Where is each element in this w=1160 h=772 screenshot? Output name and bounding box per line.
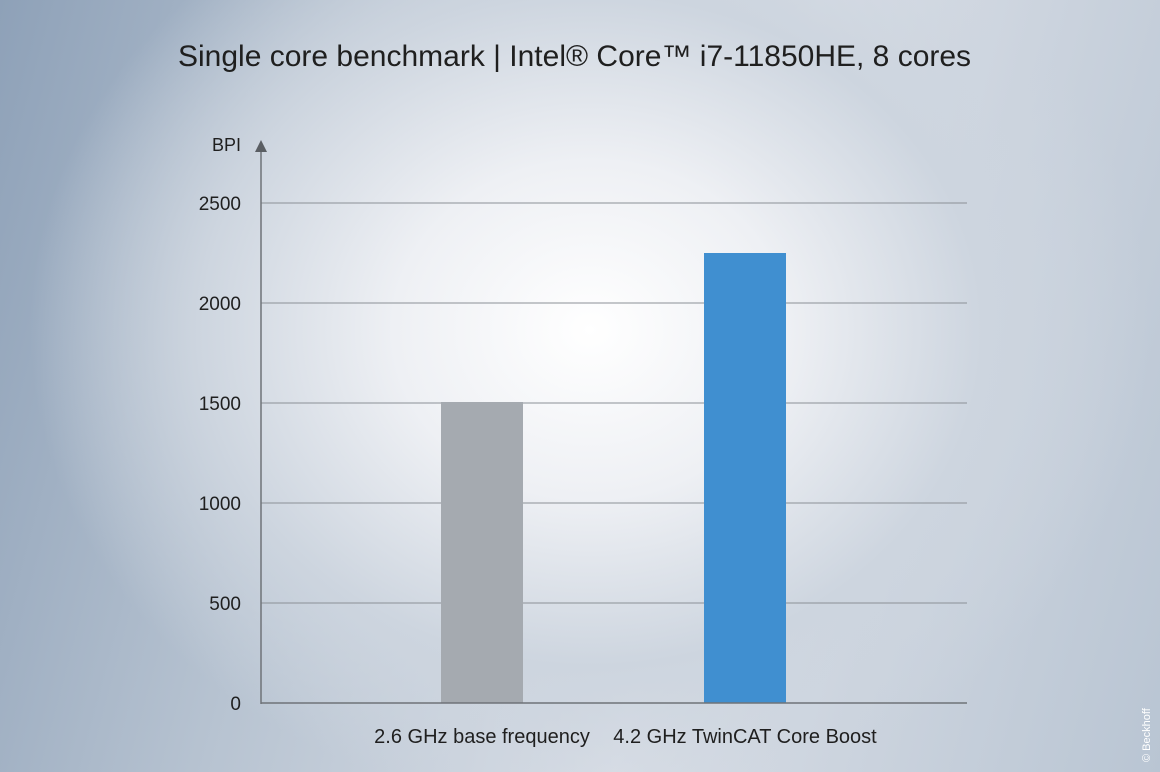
y-tick-label: 500: [209, 594, 241, 615]
y-axis-arrow-icon: [255, 140, 267, 152]
category-labels: 2.6 GHz base frequency 4.2 GHz TwinCAT Co…: [374, 726, 877, 748]
bar: [704, 253, 786, 703]
y-axis-label: BPI: [212, 135, 241, 155]
category-label: 4.2 GHz TwinCAT Core Boost: [613, 726, 877, 748]
y-tick-label: 1500: [199, 394, 241, 415]
y-tick-label: 2500: [199, 194, 241, 215]
y-tick-label: 1000: [199, 494, 241, 515]
y-tick-label: 2000: [199, 294, 241, 315]
gridlines: [261, 202, 967, 604]
y-tick-labels: 0 500 1000 1500 2000 2500: [199, 194, 241, 715]
category-label: 2.6 GHz base frequency: [374, 726, 590, 748]
bar: [441, 402, 523, 703]
copyright-text: © Beckhoff: [1141, 707, 1153, 762]
y-tick-label: 0: [230, 694, 241, 715]
chart-title: Single core benchmark | Intel® Core™ i7-…: [178, 40, 971, 73]
bars: [441, 253, 786, 703]
